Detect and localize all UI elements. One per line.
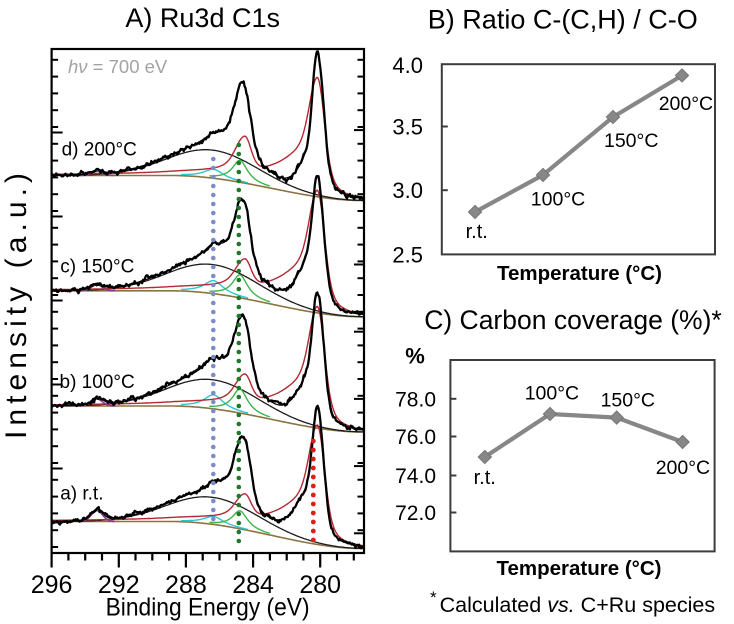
svg-text:100°C: 100°C (525, 383, 579, 405)
svg-text:%: % (405, 344, 425, 369)
svg-text:200°C: 200°C (656, 457, 710, 479)
svg-text:2.5: 2.5 (392, 242, 423, 267)
svg-text:Temperature (°C): Temperature (°C) (497, 262, 662, 285)
svg-text:3.0: 3.0 (392, 178, 423, 203)
svg-text:150°C: 150°C (601, 390, 655, 412)
svg-text:3.5: 3.5 (392, 115, 423, 140)
svg-text:78.0: 78.0 (395, 388, 436, 411)
svg-text:150°C: 150°C (604, 130, 658, 152)
svg-text:*Calculated vs. C+Ru species: * Calculated vs. C+Ru species (430, 588, 715, 618)
svg-text:288: 288 (165, 571, 207, 599)
svg-text:292: 292 (98, 571, 140, 599)
svg-text:4.0: 4.0 (392, 53, 423, 78)
svg-text:b) 100°C: b) 100°C (60, 372, 135, 393)
svg-text:c) 150°C: c) 150°C (60, 257, 134, 278)
svg-text:200°C: 200°C (659, 93, 713, 115)
svg-text:d) 200°C: d) 200°C (62, 140, 137, 161)
svg-text:76.0: 76.0 (395, 426, 436, 449)
svg-text:100°C: 100°C (531, 189, 585, 211)
svg-text:r.t.: r.t. (474, 467, 496, 489)
svg-text:280: 280 (299, 571, 341, 599)
svg-text:A) Ru3d C1s: A) Ru3d C1s (125, 3, 280, 33)
svg-text:72.0: 72.0 (395, 502, 436, 525)
svg-text:C) Carbon coverage (%)*: C) Carbon coverage (%)* (424, 305, 722, 335)
svg-text:Temperature (°C): Temperature (°C) (496, 557, 661, 580)
svg-text:B) Ratio C-(C,H) / C-O: B) Ratio C-(C,H) / C-O (428, 5, 698, 35)
svg-text:a) r.t.: a) r.t. (60, 484, 103, 505)
svg-text:296: 296 (31, 571, 73, 599)
svg-text:Binding Energy (eV): Binding Energy (eV) (106, 594, 310, 622)
svg-text:74.0: 74.0 (395, 465, 436, 488)
svg-text:284: 284 (232, 571, 274, 599)
svg-text:hν = 700 eV: hν = 700 eV (68, 56, 168, 77)
svg-text:r.t.: r.t. (466, 221, 488, 243)
